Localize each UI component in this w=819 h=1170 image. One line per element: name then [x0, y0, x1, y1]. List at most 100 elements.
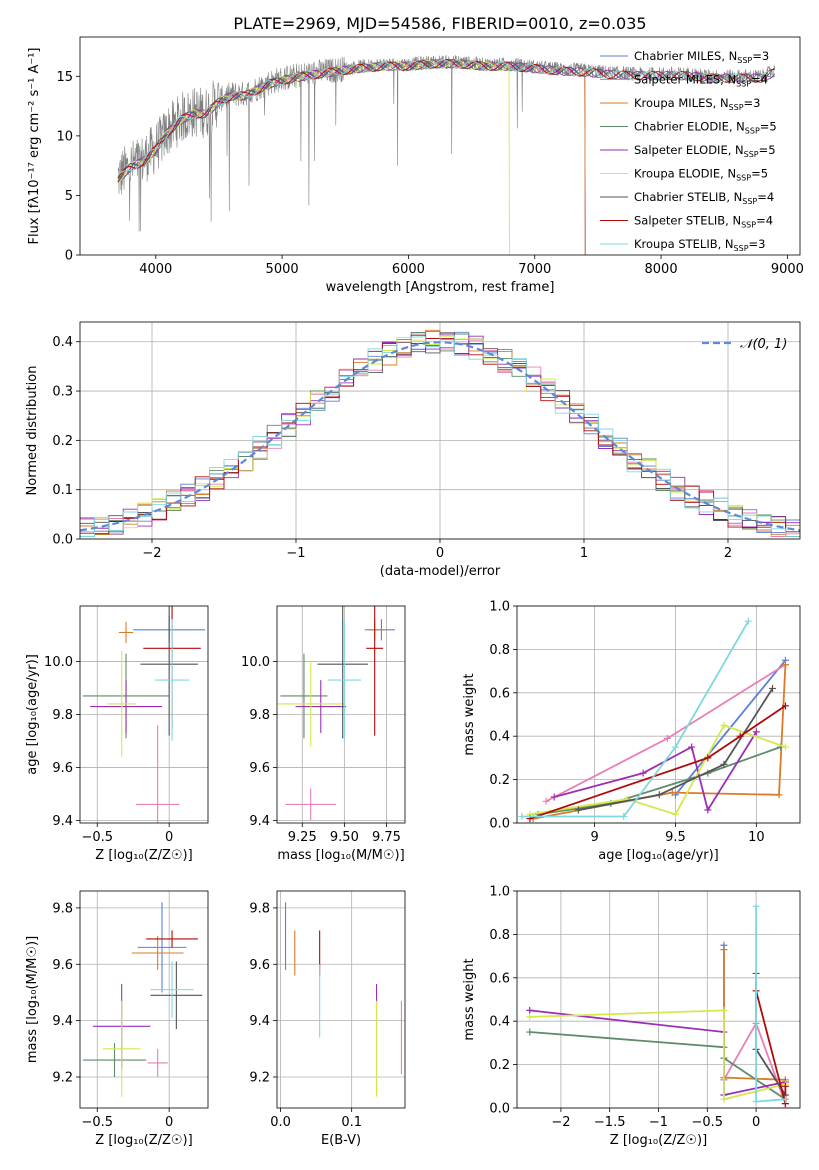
x-tick-label: −0.5: [81, 1115, 113, 1130]
y-tick-label: 9.4: [249, 1014, 270, 1029]
legend-entry: 𝒩(0, 1): [740, 337, 787, 352]
errorbar-point: [118, 621, 134, 644]
y-tick-label: 0: [65, 249, 73, 264]
histogram-kroupa-stelib: [80, 335, 800, 537]
x-tick-label: 2: [724, 546, 732, 561]
errorbar-point: [280, 653, 328, 739]
weight-marker: [752, 1097, 760, 1105]
x-axis-label: age [log₁₀(age/yr)]: [598, 848, 719, 863]
weight-marker: [526, 1028, 534, 1036]
errorbar-point: [136, 725, 180, 823]
errorbar-point: [140, 606, 198, 736]
y-tick-label: 0.0: [52, 533, 73, 548]
weight-marker: [720, 760, 728, 768]
errorbar-point: [137, 902, 187, 993]
errorbar-point: [327, 619, 362, 741]
y-tick-label: 9.6: [249, 761, 270, 776]
x-axis-label: (data-model)/error: [380, 564, 501, 579]
weight-marker: [752, 728, 760, 736]
x-tick-label: 0.1: [341, 1115, 362, 1130]
weight-marker: [781, 1082, 789, 1090]
errorbar-point: [147, 1048, 168, 1077]
y-tick-label: 9.6: [249, 958, 270, 973]
y-tick-label: 10.0: [44, 655, 73, 670]
legend-entry: Chabrier ELODIE, NSSP=5: [634, 120, 777, 136]
spectrum-model-chabrier-elodie: [117, 59, 775, 178]
errorbar-point: [90, 680, 162, 734]
errorbar-point: [277, 661, 345, 747]
weight-line-kroupa-elodie: [529, 1009, 786, 1101]
errorbar-point: [150, 961, 194, 1018]
x-tick-label: 10: [748, 830, 765, 845]
weight-marker: [688, 743, 696, 751]
errorbar-point: [317, 606, 368, 739]
y-axis-label: mass weight: [462, 673, 477, 755]
errorbar-point: [150, 961, 203, 1030]
weight-line-kroupa-miles: [723, 949, 786, 1081]
x-axis-label: mass [log₁₀(M/M☉)]: [277, 848, 404, 863]
weight-marker: [720, 1006, 728, 1014]
y-tick-label: 0.1: [52, 483, 73, 498]
spectrum-model-chabrier-miles: [117, 59, 586, 255]
y-tick-label: 0.4: [52, 335, 73, 350]
x-tick-label: 0: [165, 1115, 173, 1130]
weight-marker: [781, 1095, 789, 1103]
spectrum-model-salpeter-miles: [117, 59, 586, 255]
x-tick-label: 5000: [266, 262, 299, 277]
normal-curve: [80, 341, 800, 532]
figure-title: PLATE=2969, MJD=54586, FIBERID=0010, z=0…: [233, 14, 646, 33]
panel-weight-vs-Z: −2 −1.5 −1 −0.5 0 0.0 0.2 0.4 0.6 0.8 1.0 Z [log₁₀(…: [462, 885, 801, 1148]
errorbar-point: [146, 930, 198, 948]
y-tick-label: 0.2: [52, 434, 73, 449]
y-axis-label: mass [log₁₀(M/M☉)]: [25, 936, 40, 1063]
weight-marker: [639, 769, 647, 777]
panel-mass-vs-Z: −0.5 0 9.2 9.4 9.6 9.8 Z [log₁₀(Z/Z☉)] mass [lo…: [25, 890, 209, 1148]
y-tick-label: 9.8: [249, 901, 270, 916]
y-tick-label: 9.2: [52, 1071, 73, 1086]
y-tick-label: 0.8: [489, 928, 510, 943]
y-tick-label: 10.0: [241, 655, 270, 670]
x-tick-label: 6000: [392, 262, 425, 277]
y-tick-label: 0.4: [489, 730, 510, 745]
y-tick-label: 5: [65, 189, 73, 204]
plot-area: [526, 902, 789, 1108]
errorbar-point: [131, 936, 184, 970]
axes-frame: [79, 605, 209, 824]
y-tick-label: 10: [56, 129, 73, 144]
plot-area: [284, 902, 402, 1097]
x-tick-label: 7000: [518, 262, 551, 277]
x-tick-label: 9.5: [665, 830, 686, 845]
panel-weight-vs-age: 9 9.5 10 0.0 0.2 0.4 0.6 0.8 1.0 age [log₁₀(age/y…: [462, 600, 801, 863]
legend-entry: Salpeter ELODIE, NSSP=5: [634, 143, 776, 159]
legend-entry: Salpeter MILES, NSSP=4: [634, 73, 768, 89]
weight-marker: [620, 812, 628, 820]
y-tick-label: 1.0: [489, 600, 510, 615]
x-axis-label: Z [log₁₀(Z/Z☉)]: [95, 1133, 192, 1148]
y-tick-label: 1.0: [489, 885, 510, 900]
y-tick-label: 0.2: [489, 773, 510, 788]
x-tick-label: 0.0: [270, 1115, 291, 1130]
weight-line-salpeter-stelib: [529, 705, 786, 820]
weight-marker: [704, 806, 712, 814]
panel-age-vs-Z: −0.5 0 9.4 9.6 9.8 10.0 Z [log₁₀(Z/Z☉)] age [lo…: [25, 605, 209, 863]
errorbar-point: [366, 606, 384, 736]
errorbar-point: [82, 1043, 147, 1077]
errorbar-point: [154, 619, 190, 741]
axes-frame: [276, 605, 406, 824]
errorbar-point: [285, 788, 336, 821]
legend-entry: Kroupa STELIB, NSSP=3: [634, 237, 765, 253]
weight-marker: [574, 806, 582, 814]
x-tick-label: 9: [590, 830, 598, 845]
weight-marker: [542, 797, 550, 805]
y-tick-label: 9.8: [249, 708, 270, 723]
y-tick-label: 0.0: [489, 817, 510, 832]
legend-entry: Kroupa ELODIE, NSSP=5: [634, 167, 768, 183]
x-tick-label: −2: [142, 546, 161, 561]
axes-frame: [79, 890, 209, 1109]
y-tick-label: 15: [56, 70, 73, 85]
x-tick-label: 4000: [139, 262, 172, 277]
y-axis-label: age [log₁₀(age/yr)]: [25, 654, 40, 775]
y-tick-label: 9.6: [52, 958, 73, 973]
y-axis-label: Flux [fλ10⁻¹⁷ erg cm⁻² s⁻¹ A⁻¹]: [27, 48, 42, 245]
